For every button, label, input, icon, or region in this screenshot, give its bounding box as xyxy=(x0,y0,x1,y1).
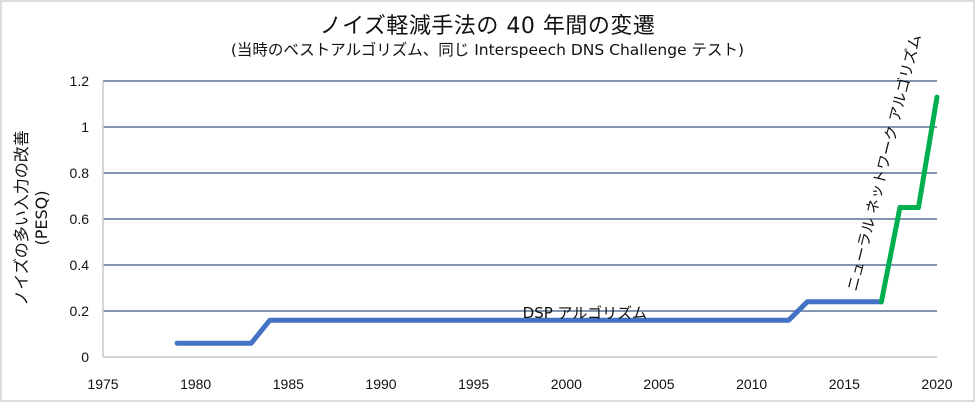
y-tick-label: 1 xyxy=(81,119,89,135)
y-tick-label: 0 xyxy=(81,349,89,365)
x-tick-label: 1985 xyxy=(273,376,304,392)
x-tick-label: 2005 xyxy=(643,376,674,392)
y-tick-label: 0.8 xyxy=(70,165,90,181)
x-tick-label: 1980 xyxy=(180,376,211,392)
x-tick-label: 1995 xyxy=(458,376,489,392)
y-tick-label: 0.2 xyxy=(70,303,90,319)
dsp-series-line xyxy=(174,299,884,346)
neural-network-annotation: ニューラル ネットワーク アルゴリズム xyxy=(843,32,924,293)
x-tick-label: 2020 xyxy=(921,376,952,392)
y-tick-label: 0.4 xyxy=(70,257,90,273)
x-tick-label: 2000 xyxy=(551,376,582,392)
chart-subtitle: (当時のベストアルゴリズム、同じ Interspeech DNS Challen… xyxy=(230,41,745,59)
y-tick-label: 1.2 xyxy=(70,73,90,89)
y-tick-label: 0.6 xyxy=(70,211,90,227)
gridlines xyxy=(103,80,937,312)
x-tick-labels: 1975 1980 1985 1990 1995 2000 2005 2010 2015 2020 xyxy=(87,376,952,392)
x-tick-label: 2010 xyxy=(736,376,767,392)
neural-network-series-line xyxy=(878,94,940,305)
x-tick-label: 1990 xyxy=(365,376,396,392)
chart-title: ノイズ軽減手法の 40 年間の変遷 xyxy=(319,14,656,39)
dsp-annotation: DSP アルゴリズム xyxy=(523,304,647,322)
x-tick-label: 2015 xyxy=(829,376,860,392)
x-tick-label: 1975 xyxy=(87,376,118,392)
y-tick-labels: 0 0.2 0.4 0.6 0.8 1 1.2 xyxy=(70,73,90,365)
